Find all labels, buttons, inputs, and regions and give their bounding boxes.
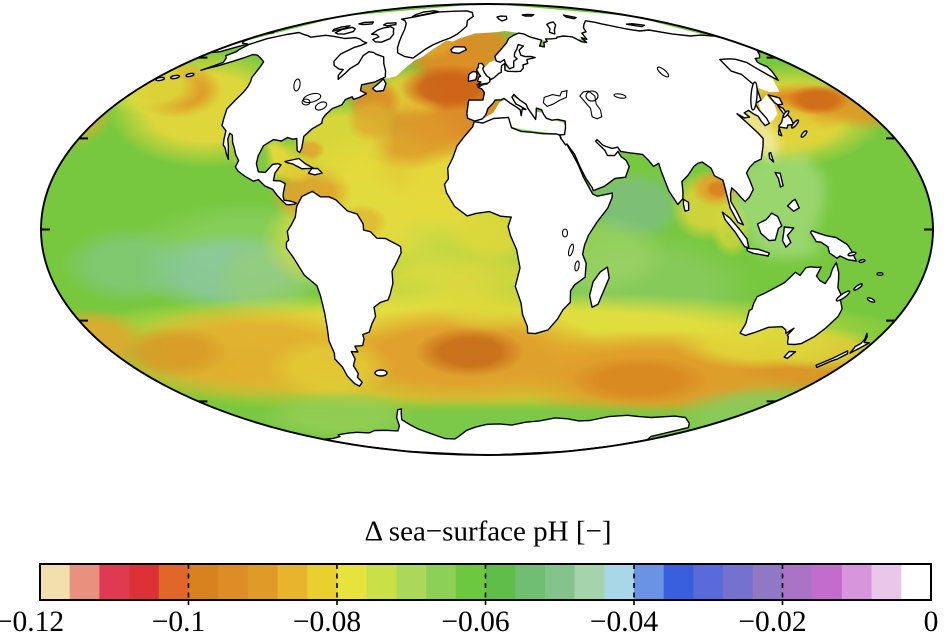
svg-text:−0.12: −0.12 [0,606,64,638]
svg-text:−0.04: −0.04 [590,606,659,638]
svg-text:−0.1: −0.1 [152,606,206,638]
svg-text:Δ sea−surface pH [−]: Δ sea−surface pH [−] [364,516,611,548]
svg-text:−0.08: −0.08 [293,606,361,638]
svg-text:−0.02: −0.02 [738,606,806,638]
svg-text:0: 0 [924,606,939,638]
svg-text:−0.06: −0.06 [441,606,509,638]
